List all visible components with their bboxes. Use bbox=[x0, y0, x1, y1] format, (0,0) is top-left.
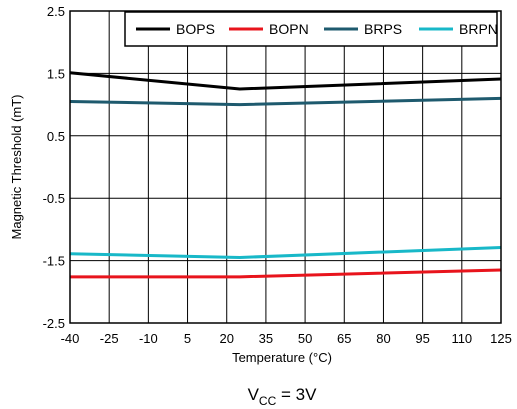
x-tick-label: 110 bbox=[451, 331, 472, 346]
x-tick-label: 95 bbox=[415, 331, 429, 346]
y-axis-label: Magnetic Threshold (mT) bbox=[9, 95, 24, 240]
series-line-bopn bbox=[70, 268, 502, 279]
y-tick-label: 2.5 bbox=[47, 4, 65, 19]
y-tick-label: -2.5 bbox=[43, 316, 65, 331]
x-tick-label: -25 bbox=[100, 331, 119, 346]
x-tick-label: 50 bbox=[298, 331, 312, 346]
caption-subscript: CC bbox=[259, 394, 277, 408]
caption-suffix: = 3V bbox=[276, 385, 317, 404]
x-tick-labels: -40 -25 -10 5 20 35 50 65 80 95 110 125 bbox=[61, 331, 512, 346]
legend-label-brpn: BRPN bbox=[459, 21, 498, 37]
x-tick-label: 65 bbox=[337, 331, 351, 346]
x-tick-label: -40 bbox=[61, 331, 80, 346]
y-tick-label: -0.5 bbox=[43, 191, 65, 206]
x-tick-label: 80 bbox=[376, 331, 390, 346]
y-tick-label: 0.5 bbox=[47, 129, 65, 144]
legend-label-bopn: BOPN bbox=[269, 21, 309, 37]
legend-label-bops: BOPS bbox=[176, 21, 215, 37]
vcc-caption: VCC = 3V bbox=[248, 385, 318, 408]
series-line-brpn bbox=[69, 245, 502, 259]
caption-prefix: V bbox=[248, 385, 260, 404]
x-axis-label: Temperature (°C) bbox=[232, 350, 332, 365]
x-tick-label: -10 bbox=[139, 331, 158, 346]
y-tick-labels: 2.5 1.5 0.5 -0.5 -1.5 -2.5 bbox=[43, 4, 65, 331]
x-tick-label: 125 bbox=[490, 331, 512, 346]
series-lines bbox=[69, 71, 502, 279]
series-line-brps bbox=[69, 96, 502, 107]
y-tick-label: 1.5 bbox=[47, 66, 65, 81]
series-line-bops bbox=[69, 71, 502, 91]
legend: BOPS BOPN BRPS BRPN bbox=[124, 11, 498, 47]
legend-label-brps: BRPS bbox=[364, 21, 402, 37]
x-tick-label: 35 bbox=[259, 331, 273, 346]
x-tick-label: 5 bbox=[184, 331, 191, 346]
x-tick-label: 20 bbox=[219, 331, 233, 346]
y-tick-label: -1.5 bbox=[43, 254, 65, 269]
plot-frame bbox=[69, 10, 502, 324]
